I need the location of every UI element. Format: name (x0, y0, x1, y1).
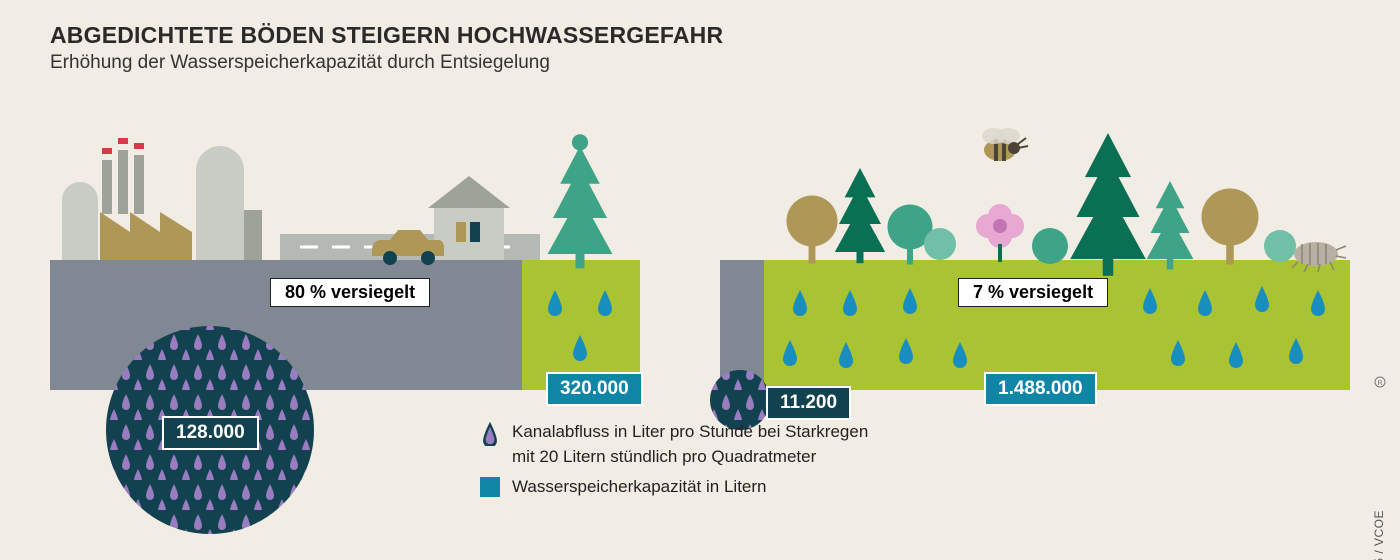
storage-value-left: 320.000 (546, 372, 643, 406)
svg-text:R: R (1377, 380, 1382, 387)
legend-drop-line2: mit 20 Litern stündlich pro Quadratmeter (512, 445, 868, 470)
runoff-value-right: 11.200 (766, 386, 851, 420)
page-title: ABGEDICHTETE BÖDEN STEIGERN HOCHWASSERGE… (50, 22, 723, 49)
page-subtitle: Erhöhung der Wasserspeicherkapazität dur… (50, 52, 550, 74)
source-text: WASSERATLAS 2025 / VCOE (1372, 510, 1386, 560)
legend-square-icon (480, 477, 500, 497)
sealed-label-left: 80 % versiegelt (270, 278, 430, 307)
legend-square-text: Wasserspeicherkapazität in Litern (512, 475, 767, 500)
legend-drop-icon (480, 420, 500, 446)
legend: Kanalabfluss in Liter pro Stunde bei Sta… (480, 420, 868, 506)
runoff-value-left: 128.000 (162, 416, 259, 450)
storage-value-right: 1.488.000 (984, 372, 1097, 406)
sealed-label-right: 7 % versiegelt (958, 278, 1108, 307)
legend-drop-line1: Kanalabfluss in Liter pro Stunde bei Sta… (512, 420, 868, 445)
